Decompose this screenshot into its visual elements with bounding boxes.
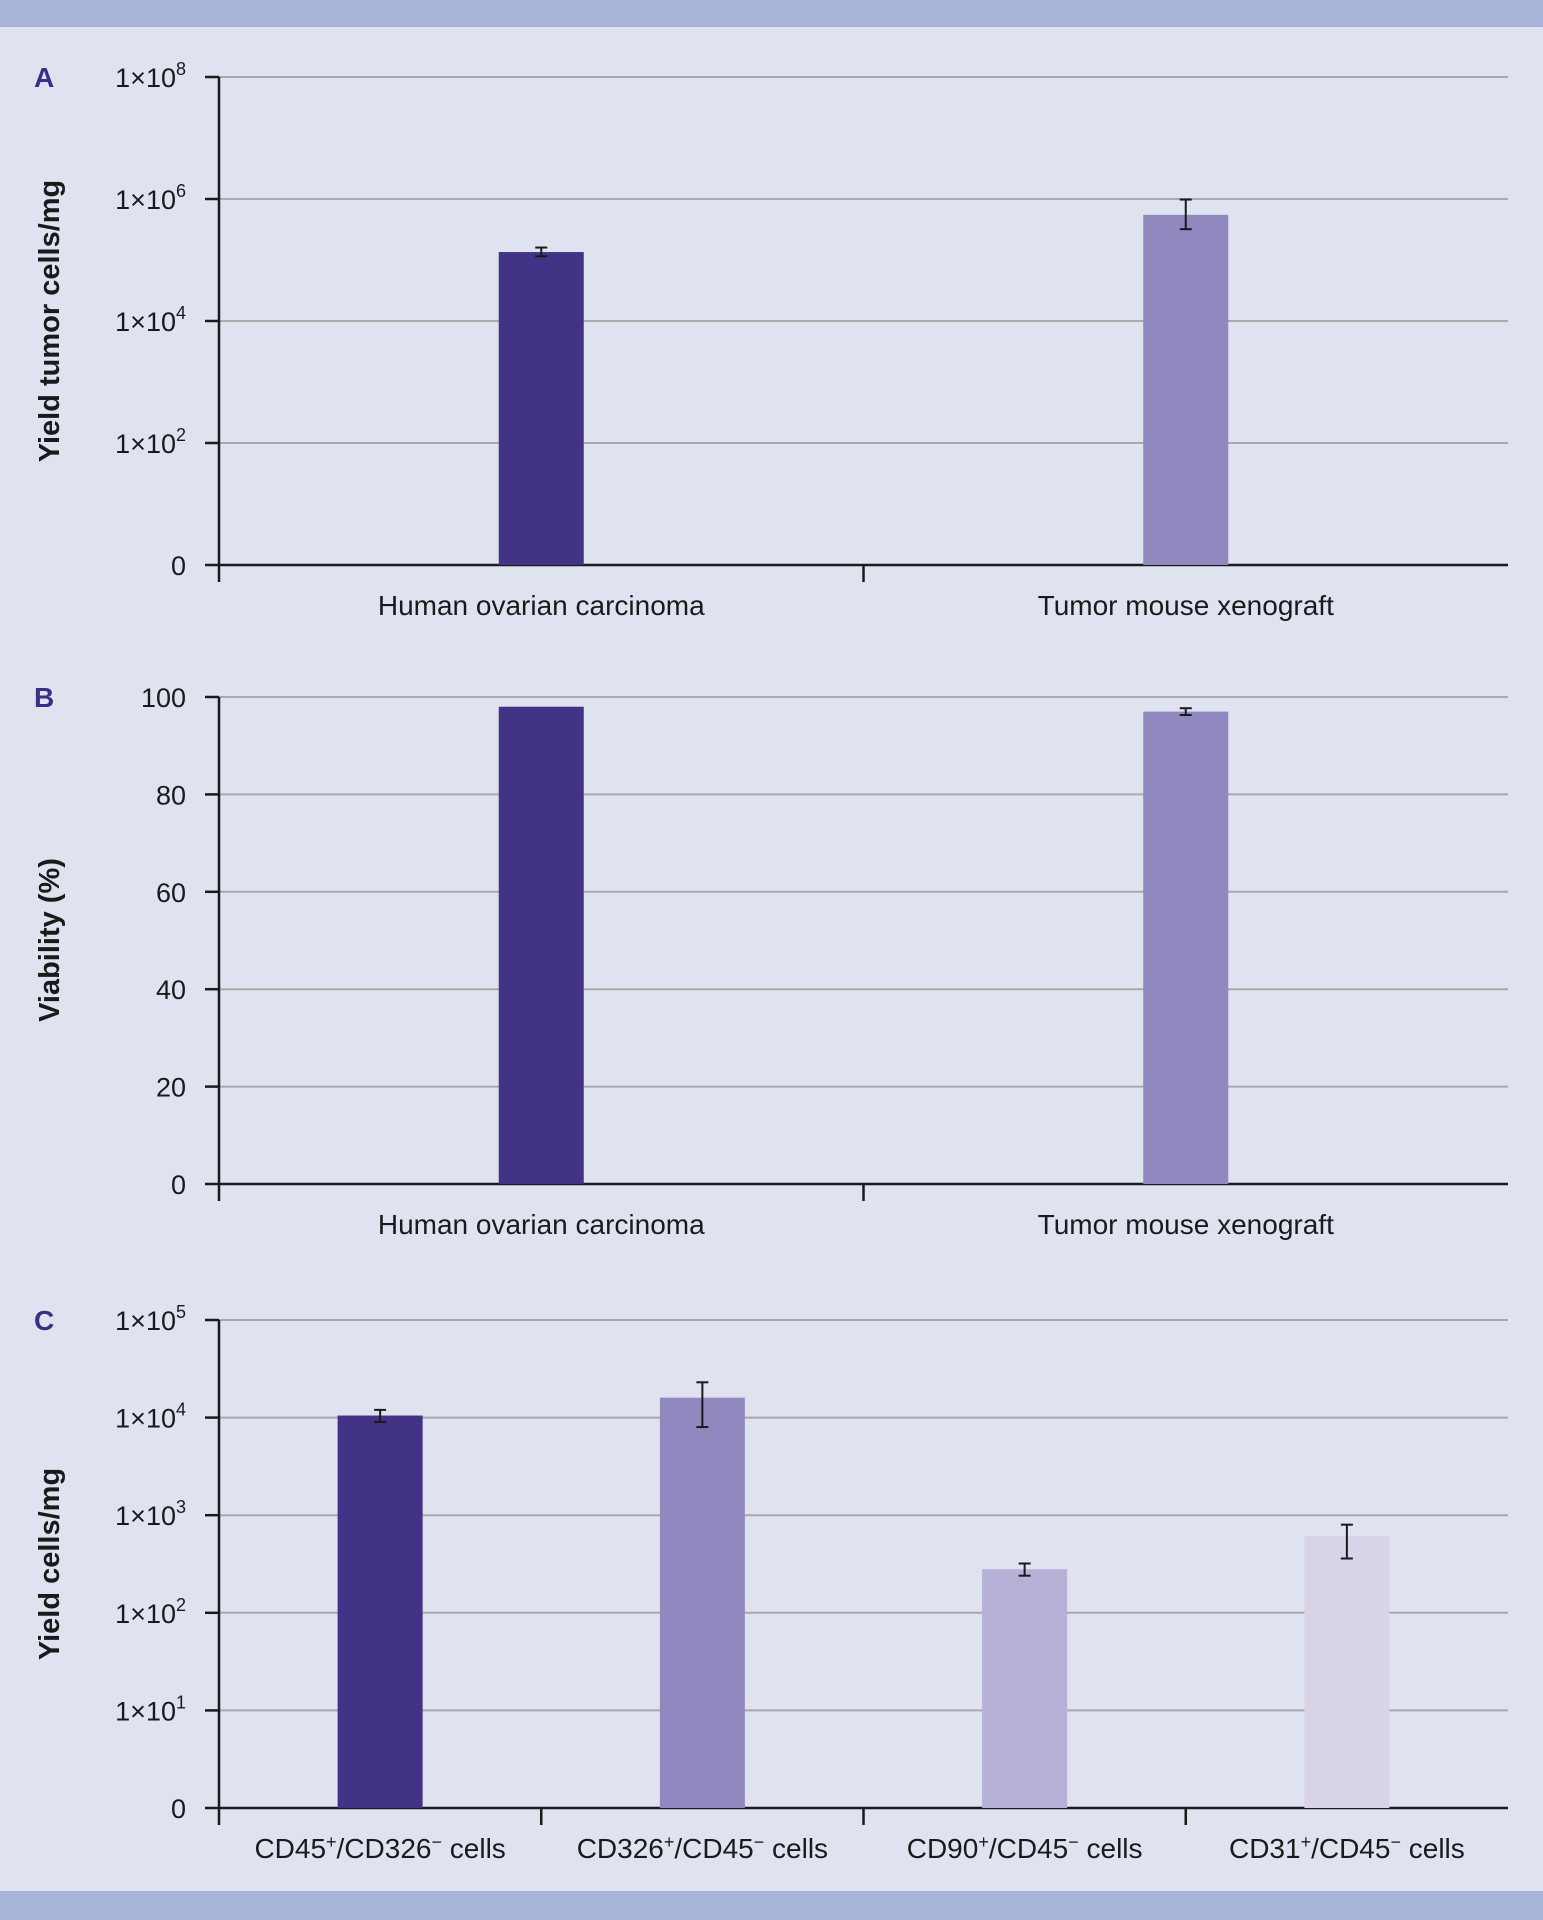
panel-c-category-label: CD31+/CD45− cells	[1229, 1832, 1465, 1864]
panel-c-category-label-part: cells	[442, 1833, 506, 1864]
panel-a-category-label: Human ovarian carcinoma	[378, 590, 705, 621]
panel-c-category-label-part: cells	[1401, 1833, 1465, 1864]
panel-c-bar	[982, 1569, 1068, 1808]
panel-a-category-label: Tumor mouse xenograft	[1038, 590, 1334, 621]
bottom-band	[0, 1891, 1543, 1920]
panel-a-bar	[498, 252, 584, 566]
panel-c-category-label-part: /CD45	[1311, 1833, 1390, 1864]
panel-a-letter: A	[34, 62, 54, 93]
panel-b-y-axis-title: Viability (%)	[34, 858, 66, 1022]
panel-c-category-label: CD326+/CD45− cells	[577, 1832, 828, 1864]
panel-c-y-tick-exponent: 5	[176, 1302, 186, 1322]
panel-c-category-label-part: −	[1068, 1832, 1079, 1852]
panel-c-category-label-part: −	[754, 1832, 765, 1852]
panel-a-y-tick-label: 1×104	[115, 303, 186, 337]
panel-c-y-tick-label: 1×101	[115, 1692, 186, 1726]
panel-c-category-label-part: +	[978, 1832, 989, 1852]
panel-c-category-label-part: CD31	[1229, 1833, 1301, 1864]
panel-c-category-label-part: cells	[1079, 1833, 1143, 1864]
panel-c-category-label-part: −	[1390, 1832, 1401, 1852]
panel-b-y-tick-label: 0	[171, 1170, 186, 1200]
panel-a-y-tick-exponent: 4	[176, 303, 186, 323]
panel-b-bar	[498, 706, 584, 1184]
panel-c-y-tick-label: 1×104	[115, 1400, 186, 1434]
panel-c-y-tick-label: 1×102	[115, 1595, 186, 1629]
panel-a-y-tick-exponent: 6	[176, 181, 186, 201]
panel-c-category-label-part: /CD326	[337, 1833, 432, 1864]
panel-c-category-label-part: CD326	[577, 1833, 664, 1864]
panel-a-y-tick-label: 1×108	[115, 59, 186, 93]
panel-b-y-tick-label: 40	[156, 975, 186, 1005]
panel-c-category-label-part: +	[326, 1832, 337, 1852]
panel-b-y-tick-label: 60	[156, 878, 186, 908]
panel-c-category-label-part: +	[1301, 1832, 1312, 1852]
panel-c-category-label: CD45+/CD326− cells	[254, 1832, 505, 1864]
panel-a-y-tick-exponent: 8	[176, 59, 186, 79]
panel-c-category-label-part: /CD45	[989, 1833, 1068, 1864]
panel-b-y-tick-label: 100	[141, 683, 186, 713]
panel-c-category-label-part: /CD45	[674, 1833, 753, 1864]
panel-b-letter: B	[34, 682, 54, 713]
panel-c-y-tick-exponent: 1	[176, 1692, 186, 1712]
panel-b-category-label: Human ovarian carcinoma	[378, 1209, 705, 1240]
panel-c-letter: C	[34, 1305, 54, 1336]
top-band	[0, 0, 1543, 27]
panel-c-category-label-part: −	[431, 1832, 442, 1852]
panel-a-y-axis-title: Yield tumor cells/mg	[34, 180, 66, 463]
panel-a-y-tick-label: 1×106	[115, 181, 186, 215]
panel-a-y-tick-exponent: 2	[176, 425, 186, 445]
panel-c-bar	[337, 1415, 423, 1808]
panel-c-category-label: CD90+/CD45− cells	[907, 1832, 1143, 1864]
panel-c-bar	[659, 1397, 745, 1808]
panel-c-category-label-part: +	[664, 1832, 675, 1852]
panel-c-y-tick-exponent: 4	[176, 1400, 186, 1420]
panel-c-y-tick-label: 1×105	[115, 1302, 186, 1336]
panel-c-category-label-part: CD45	[254, 1833, 326, 1864]
panel-b-y-tick-label: 20	[156, 1073, 186, 1103]
panel-b-category-label: Tumor mouse xenograft	[1038, 1209, 1334, 1240]
panel-c-y-tick-label: 0	[171, 1794, 186, 1824]
panel-c-y-axis-title: Yield cells/mg	[34, 1468, 66, 1660]
panel-b-bar	[1143, 711, 1229, 1184]
panel-a-y-tick-label: 0	[171, 551, 186, 581]
panel-c-category-label-part: cells	[764, 1833, 828, 1864]
panel-b-y-tick-label: 80	[156, 780, 186, 810]
panel-c-y-tick-exponent: 2	[176, 1595, 186, 1615]
panel-a-y-tick-label: 1×102	[115, 425, 186, 459]
panel-c-category-label-part: CD90	[907, 1833, 979, 1864]
panel-a-bar	[1143, 214, 1229, 565]
panel-c-bar	[1304, 1536, 1390, 1808]
panel-c-y-tick-label: 1×103	[115, 1497, 186, 1531]
panel-c-y-tick-exponent: 3	[176, 1497, 186, 1517]
